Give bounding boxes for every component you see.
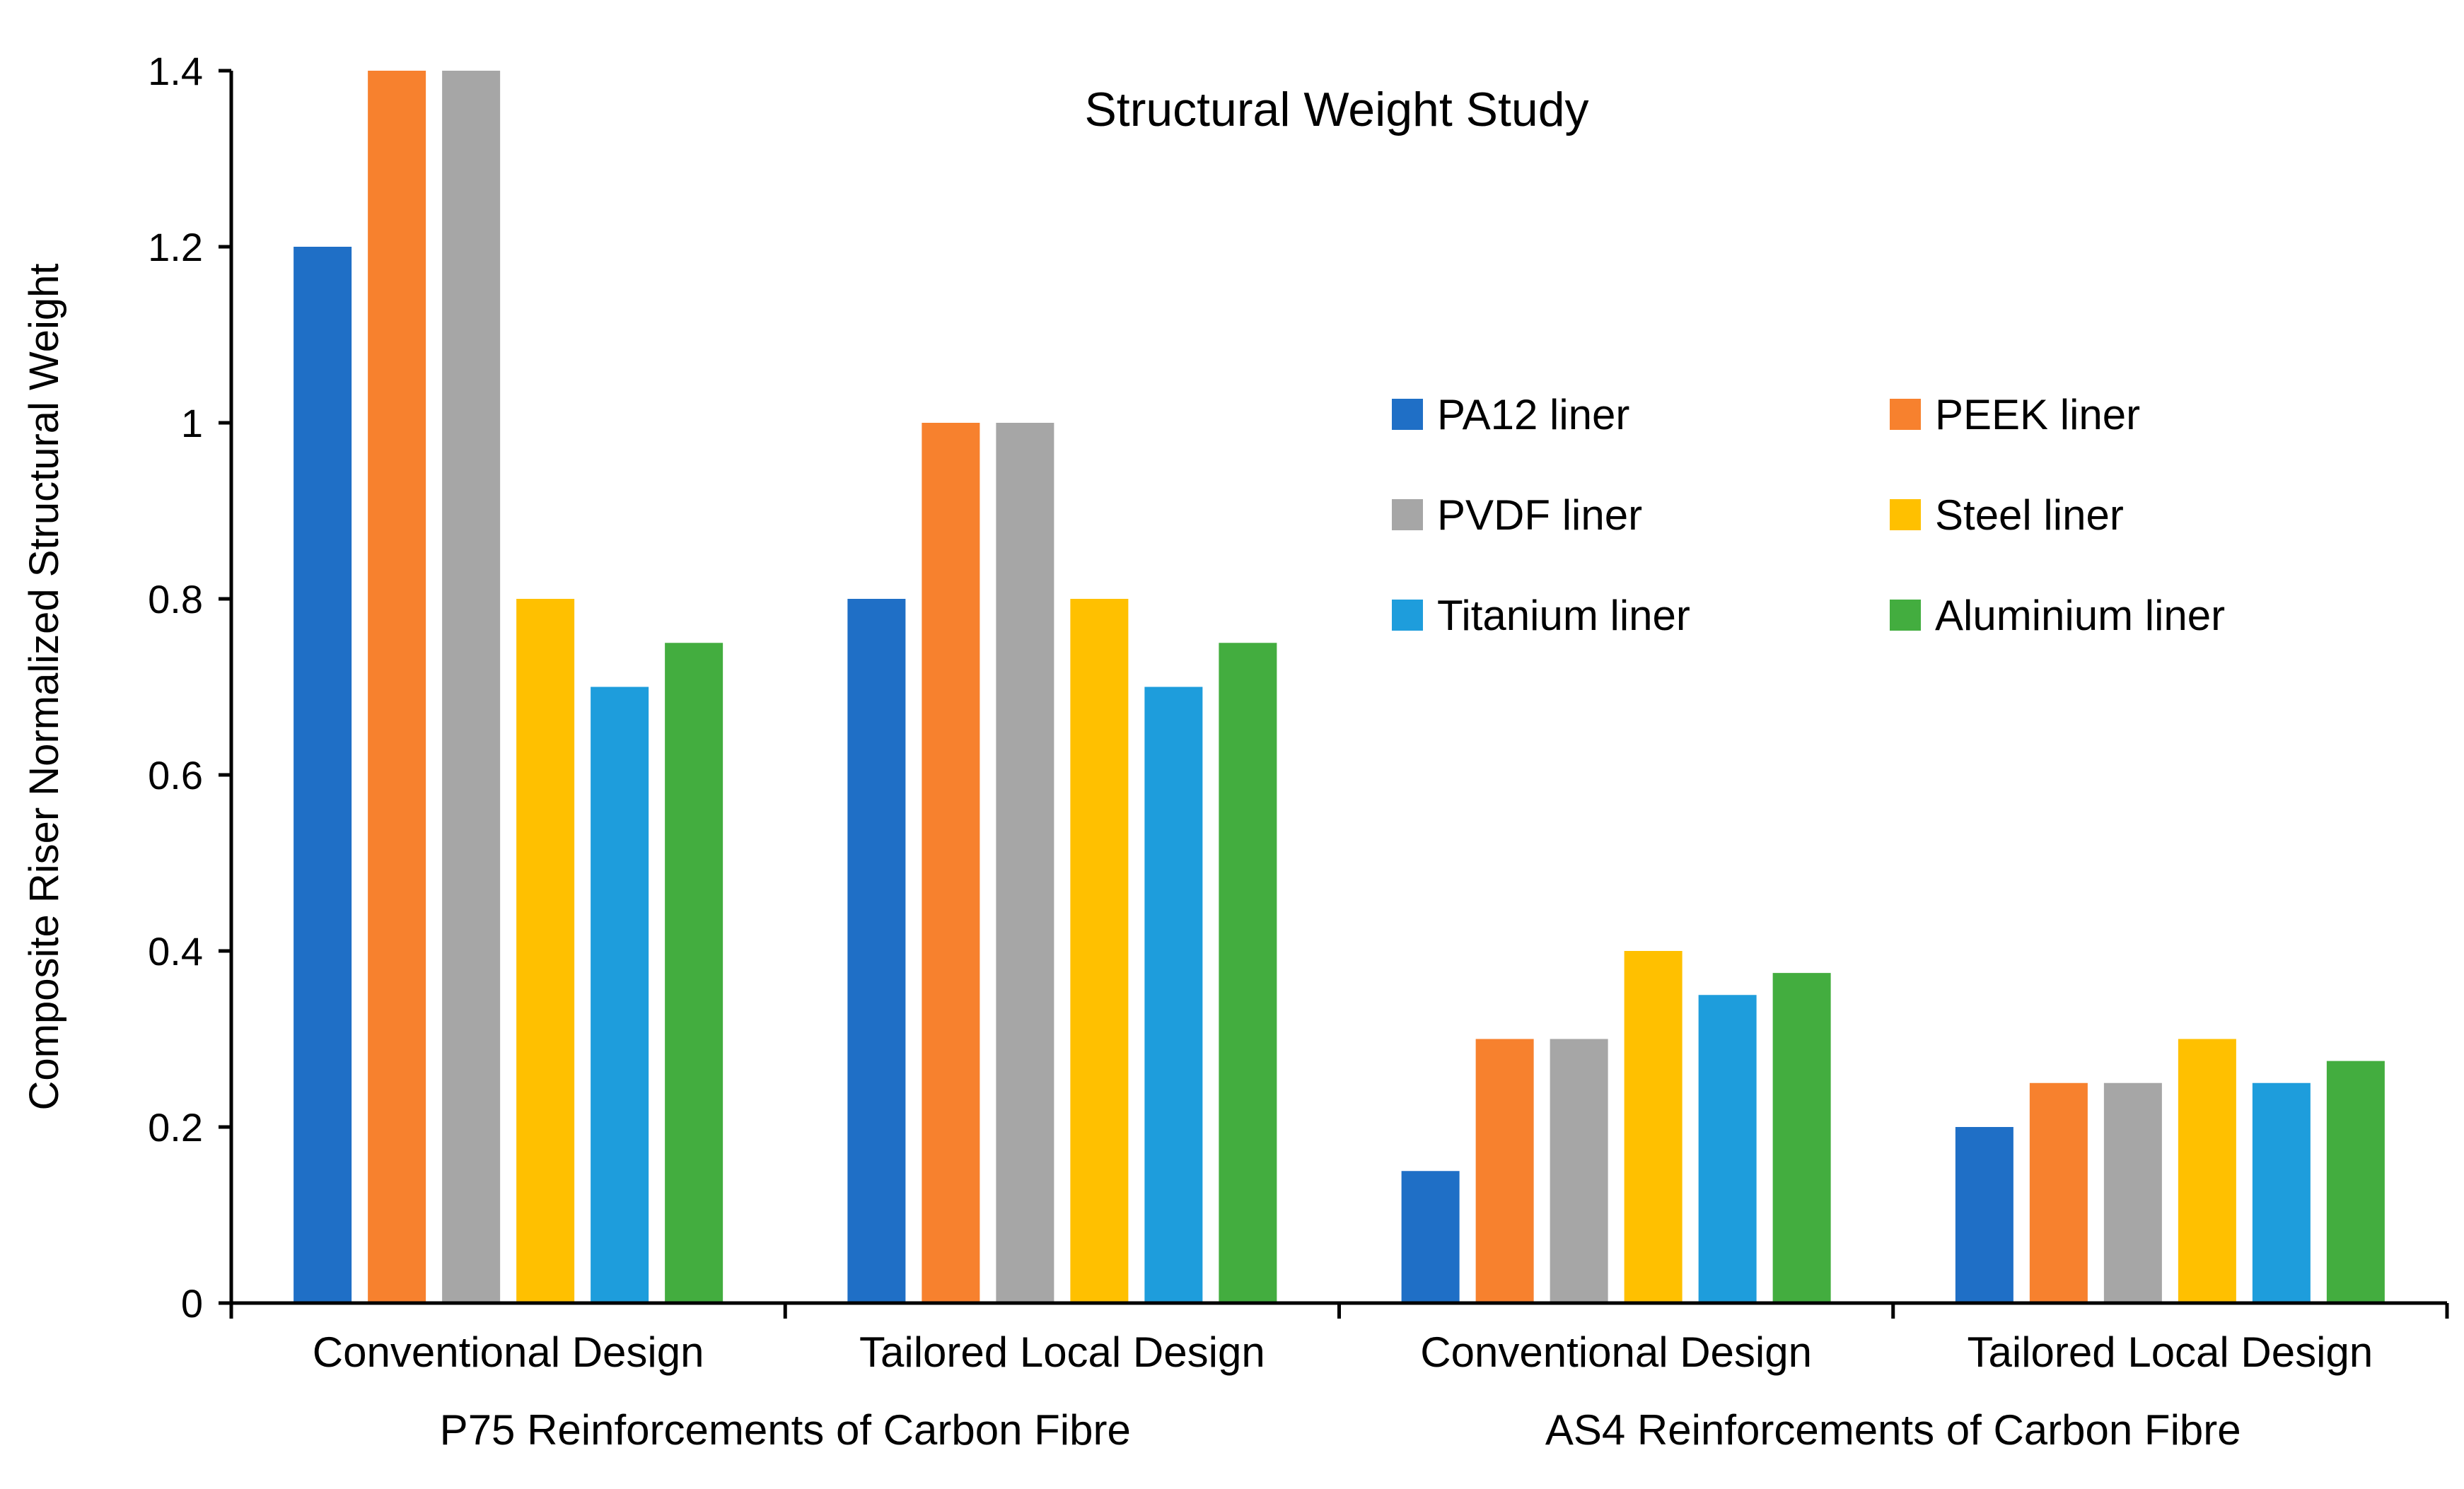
- bar-pvdf-liner: [996, 423, 1054, 1303]
- bar-peek-liner: [368, 71, 426, 1303]
- chart-title: Structural Weight Study: [1084, 83, 1588, 136]
- legend-swatch: [1392, 600, 1423, 631]
- bar-peek-liner: [2029, 1082, 2088, 1303]
- legend-swatch: [1890, 600, 1921, 631]
- bar-pvdf-liner: [442, 71, 501, 1303]
- x-category-label: Tailored Local Design: [1968, 1329, 2373, 1376]
- bar-peek-liner: [1475, 1039, 1534, 1303]
- legend-label: PVDF liner: [1437, 491, 1642, 539]
- bar-aluminium-liner: [2326, 1061, 2385, 1303]
- legend-label: Titanium liner: [1437, 592, 1690, 639]
- y-tick-label: 0.4: [148, 929, 203, 974]
- bar-titanium-liner: [1144, 687, 1203, 1303]
- y-axis-label: Composite Riser Normalized Structural We…: [21, 263, 67, 1110]
- y-tick-label: 1.2: [148, 225, 203, 269]
- bar-pvdf-liner: [1550, 1039, 1608, 1303]
- bar-steel-liner: [1070, 599, 1129, 1303]
- bars: [294, 71, 2385, 1303]
- bar-aluminium-liner: [665, 643, 723, 1303]
- x-group-label: AS4 Reinforcements of Carbon Fibre: [1545, 1406, 2241, 1454]
- bar-pa12-liner: [294, 247, 352, 1303]
- bar-peek-liner: [922, 423, 980, 1303]
- legend: PA12 liner PEEK liner PVDF liner Steel line…: [1392, 391, 2225, 639]
- y-tick-label: 0.6: [148, 753, 203, 798]
- x-group-label: P75 Reinforcements of Carbon Fibre: [440, 1406, 1131, 1454]
- y-tick-label: 0.8: [148, 577, 203, 621]
- bar-titanium-liner: [591, 687, 649, 1303]
- bar-steel-liner: [516, 599, 575, 1303]
- y-tick-label: 0.2: [148, 1105, 203, 1150]
- legend-label: Aluminium liner: [1935, 592, 2225, 639]
- legend-label: Steel liner: [1935, 491, 2124, 539]
- bar-titanium-liner: [1698, 995, 1757, 1303]
- y-tick-label: 1.4: [148, 49, 203, 93]
- legend-swatch: [1890, 399, 1921, 430]
- x-category-label: Conventional Design: [313, 1329, 704, 1376]
- bar-pvdf-liner: [2103, 1082, 2162, 1303]
- bar-titanium-liner: [2252, 1082, 2311, 1303]
- y-tick-label: 0: [181, 1281, 203, 1326]
- bar-aluminium-liner: [1772, 973, 1831, 1303]
- bar-steel-liner: [2178, 1039, 2236, 1303]
- x-category-label: Tailored Local Design: [859, 1329, 1265, 1376]
- bar-pa12-liner: [1401, 1171, 1460, 1303]
- bar-aluminium-liner: [1219, 643, 1277, 1303]
- y-tick-label: 1: [181, 401, 203, 445]
- x-category-label: Conventional Design: [1420, 1329, 1812, 1376]
- legend-label: PA12 liner: [1437, 391, 1629, 438]
- legend-swatch: [1890, 499, 1921, 530]
- bar-pa12-liner: [1955, 1127, 2013, 1303]
- axes: [219, 69, 2449, 1319]
- axis-labels: 0 0.2 0.4 0.6 0.8 1 1.2 1.4 Conventional Design T…: [148, 49, 2373, 1454]
- bar-pa12-liner: [847, 599, 906, 1303]
- bar-steel-liner: [1624, 951, 1683, 1303]
- legend-label: PEEK liner: [1935, 391, 2140, 438]
- legend-swatch: [1392, 399, 1423, 430]
- legend-swatch: [1392, 499, 1423, 530]
